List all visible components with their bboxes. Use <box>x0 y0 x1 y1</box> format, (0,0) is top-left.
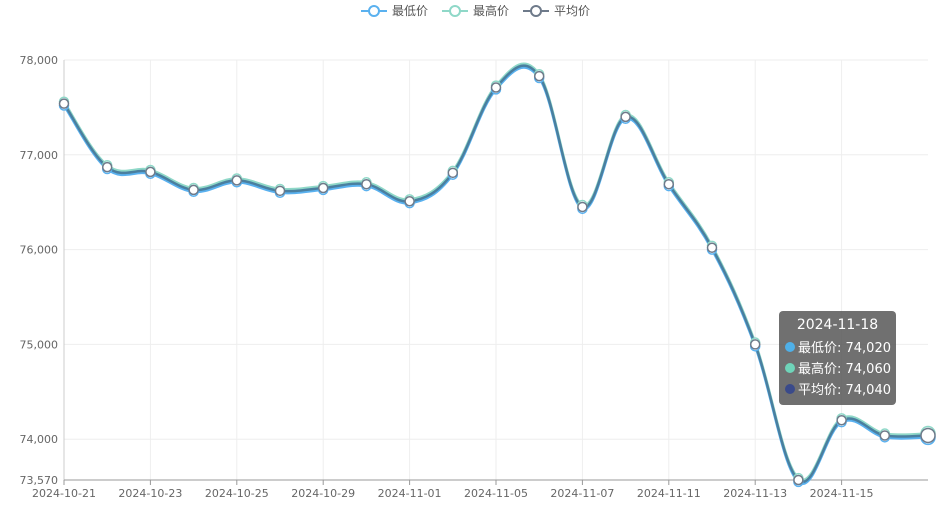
data-point[interactable] <box>361 178 372 190</box>
x-tick-label: 2024-11-01 <box>378 487 442 500</box>
tooltip-row-avg: 平均价: 74,040 <box>785 378 896 399</box>
x-tick-label: 2024-10-29 <box>291 487 355 500</box>
data-point[interactable] <box>188 184 199 196</box>
y-tick-label: 78,000 <box>20 54 59 67</box>
y-tick-label: 76,000 <box>20 244 59 257</box>
data-point[interactable] <box>706 242 718 253</box>
legend-marker-icon <box>523 4 549 17</box>
legend: 最低价 最高价 平均价 <box>0 2 951 19</box>
tooltip-row-label: 平均价: 74,040 <box>798 383 891 398</box>
x-tick-label: 2024-11-13 <box>723 487 787 500</box>
tooltip-title: 2024-11-18 <box>796 317 879 333</box>
data-point[interactable] <box>663 178 675 190</box>
data-point[interactable] <box>317 182 329 194</box>
x-axis-labels: 2024-10-21 2024-10-23 2024-10-25 2024-10-29… <box>32 487 874 500</box>
y-axis-labels: 73,570 74,000 75,000 76,000 77,000 78,000 <box>20 54 59 487</box>
data-point[interactable] <box>447 167 459 179</box>
y-tick-label: 77,000 <box>20 149 59 162</box>
data-point[interactable] <box>231 175 243 186</box>
tooltip-row-min: 最低价: 74,020 <box>785 336 896 357</box>
data-point[interactable] <box>879 430 891 441</box>
series-dot-icon <box>785 341 795 352</box>
legend-item-max[interactable]: 最高价 <box>441 2 509 19</box>
data-point[interactable] <box>793 474 804 486</box>
y-tick-label: 73,570 <box>20 474 59 487</box>
x-tick-label: 2024-11-15 <box>810 487 874 500</box>
data-point[interactable] <box>490 82 502 93</box>
legend-marker-icon <box>441 4 468 17</box>
x-tick-label: 2024-11-07 <box>550 487 614 500</box>
x-tick-label: 2024-11-05 <box>464 487 528 500</box>
legend-label: 最低价 <box>391 4 428 18</box>
data-point[interactable] <box>274 185 286 197</box>
x-tick-label: 2024-10-25 <box>205 487 269 500</box>
tooltip-row-max: 最高价: 74,060 <box>785 357 896 378</box>
y-tick-label: 75,000 <box>20 338 59 351</box>
chart-grid <box>63 59 928 481</box>
data-point[interactable] <box>749 339 761 350</box>
tooltip-row-label: 最高价: 74,060 <box>798 362 891 377</box>
series-dot-icon <box>785 383 795 394</box>
legend-item-min[interactable]: 最低价 <box>360 2 428 19</box>
tooltip-row-label: 最低价: 74,020 <box>798 341 891 356</box>
chart-axes <box>63 60 928 485</box>
data-point[interactable] <box>577 201 588 213</box>
data-point[interactable] <box>533 70 545 82</box>
legend-marker-icon <box>360 4 387 17</box>
x-tick-label: 2024-11-11 <box>637 487 701 500</box>
data-point[interactable] <box>836 415 847 426</box>
legend-label: 最高价 <box>472 4 509 18</box>
chart-points[interactable] <box>58 68 936 488</box>
data-point[interactable] <box>620 111 631 123</box>
data-point[interactable] <box>920 427 936 444</box>
legend-label: 平均价 <box>554 4 591 18</box>
data-point[interactable] <box>404 196 415 207</box>
tooltip: 2024-11-18 最低价: 74,020 最高价: 74,060 平均价: … <box>779 311 896 405</box>
data-point[interactable] <box>58 98 70 109</box>
y-tick-label: 74,000 <box>20 433 59 446</box>
series-dot-icon <box>785 362 795 373</box>
data-point[interactable] <box>101 161 113 173</box>
x-tick-label: 2024-10-23 <box>118 487 182 500</box>
data-point[interactable] <box>145 166 156 178</box>
x-tick-label: 2024-10-21 <box>32 487 96 500</box>
legend-item-avg[interactable]: 平均价 <box>523 2 590 19</box>
